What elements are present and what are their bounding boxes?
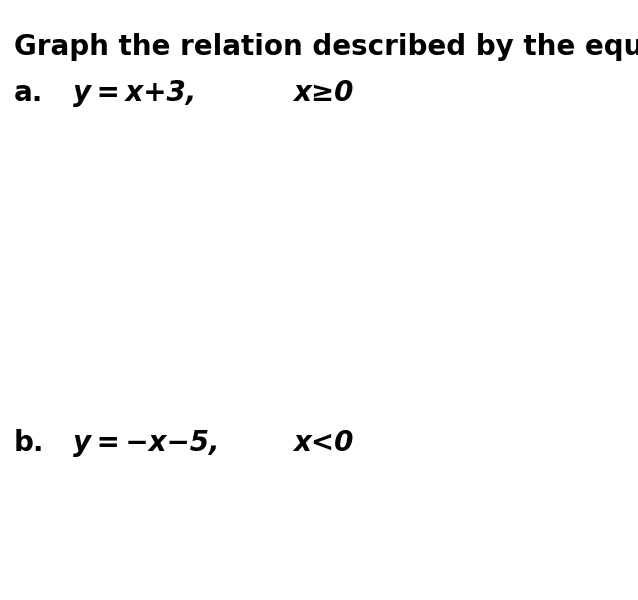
Text: y = −x−5,: y = −x−5, xyxy=(73,429,220,457)
Text: a.: a. xyxy=(14,79,43,107)
Text: b.: b. xyxy=(14,429,45,457)
Text: y = x+3,: y = x+3, xyxy=(73,79,197,107)
Text: Graph the relation described by the equation: Graph the relation described by the equa… xyxy=(14,33,638,61)
Text: x<0: x<0 xyxy=(293,429,354,457)
Text: x≥0: x≥0 xyxy=(293,79,354,107)
